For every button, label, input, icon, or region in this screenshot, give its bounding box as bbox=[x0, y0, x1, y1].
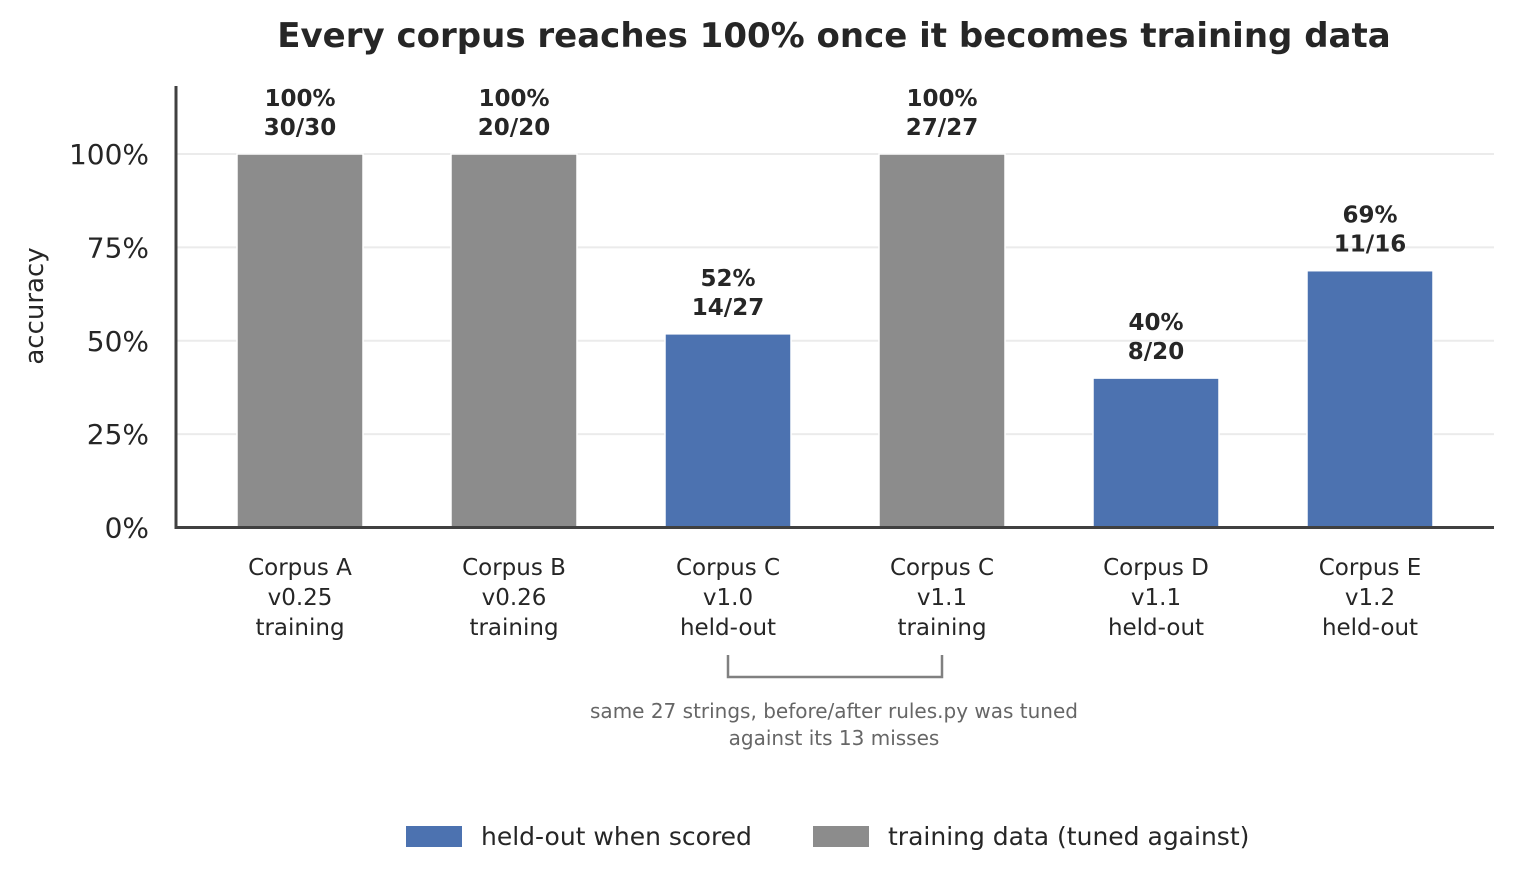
data-label: 11/16 bbox=[1334, 232, 1406, 258]
x-tick-label: Corpus A bbox=[248, 555, 352, 581]
legend-swatch-held-out bbox=[406, 826, 462, 847]
data-label: 14/27 bbox=[692, 295, 764, 321]
x-tick-label: Corpus C bbox=[890, 555, 994, 581]
data-label: 30/30 bbox=[264, 115, 336, 141]
bar bbox=[1092, 377, 1220, 529]
x-tick-label: training bbox=[255, 615, 344, 641]
legend-swatch-training bbox=[813, 826, 869, 847]
x-tick-label: Corpus D bbox=[1103, 555, 1209, 581]
annotation-line-1: same 27 strings, before/after rules.py w… bbox=[590, 699, 1078, 723]
x-tick-label: v1.2 bbox=[1345, 585, 1395, 611]
data-label: 40% bbox=[1128, 310, 1183, 336]
bars bbox=[236, 153, 1434, 529]
y-tick-label: 25% bbox=[87, 418, 149, 451]
x-tick-label: v0.26 bbox=[482, 585, 547, 611]
bar bbox=[450, 153, 578, 529]
x-tick-label: Corpus E bbox=[1319, 555, 1422, 581]
x-tick-label: held-out bbox=[1108, 615, 1204, 641]
x-tick-label: held-out bbox=[680, 615, 776, 641]
y-tick-label: 75% bbox=[87, 231, 149, 264]
x-tick-label: Corpus B bbox=[462, 555, 566, 581]
data-label: 100% bbox=[906, 86, 977, 112]
gridlines bbox=[176, 153, 1494, 436]
bar bbox=[1306, 269, 1434, 529]
bar bbox=[664, 333, 792, 529]
legend-label-held-out: held-out when scored bbox=[481, 822, 752, 851]
x-tick-label: v1.0 bbox=[703, 585, 753, 611]
y-tick-label: 0% bbox=[105, 512, 149, 545]
x-tick-label: held-out bbox=[1322, 615, 1418, 641]
y-tick-label: 50% bbox=[87, 325, 149, 358]
legend: held-out when scored training data (tune… bbox=[406, 822, 1249, 851]
x-tick-labels: Corpus A v0.25 training Corpus B v0.26 traini… bbox=[248, 555, 1421, 641]
legend-label-training: training data (tuned against) bbox=[888, 822, 1249, 851]
data-label: 8/20 bbox=[1128, 339, 1184, 365]
data-label: 69% bbox=[1342, 203, 1397, 229]
chart-title: Every corpus reaches 100% once it become… bbox=[277, 16, 1390, 56]
x-tick-label: Corpus C bbox=[676, 555, 780, 581]
x-tick-label: training bbox=[469, 615, 558, 641]
x-tick-label: training bbox=[897, 615, 986, 641]
bar bbox=[878, 153, 1006, 529]
data-label: 100% bbox=[264, 86, 335, 112]
data-label: 52% bbox=[700, 266, 755, 292]
annotation: same 27 strings, before/after rules.py w… bbox=[590, 655, 1078, 750]
y-axis-label: accuracy bbox=[20, 247, 50, 364]
data-labels: 100% 30/30 100% 20/20 52% 14/27 100% 27/27 40% 8/… bbox=[264, 86, 1406, 365]
axes bbox=[174, 86, 1494, 529]
data-label: 20/20 bbox=[478, 115, 550, 141]
x-tick-label: v0.25 bbox=[268, 585, 333, 611]
y-tick-label: 100% bbox=[69, 138, 149, 171]
x-tick-label: v1.1 bbox=[1131, 585, 1181, 611]
data-label: 100% bbox=[478, 86, 549, 112]
annotation-bracket bbox=[726, 655, 944, 679]
annotation-line-2: against its 13 misses bbox=[729, 726, 940, 750]
x-tick-label: v1.1 bbox=[917, 585, 967, 611]
data-label: 27/27 bbox=[906, 115, 978, 141]
y-tick-labels: 0% 25% 50% 75% 100% bbox=[69, 138, 149, 545]
bar bbox=[236, 153, 364, 529]
